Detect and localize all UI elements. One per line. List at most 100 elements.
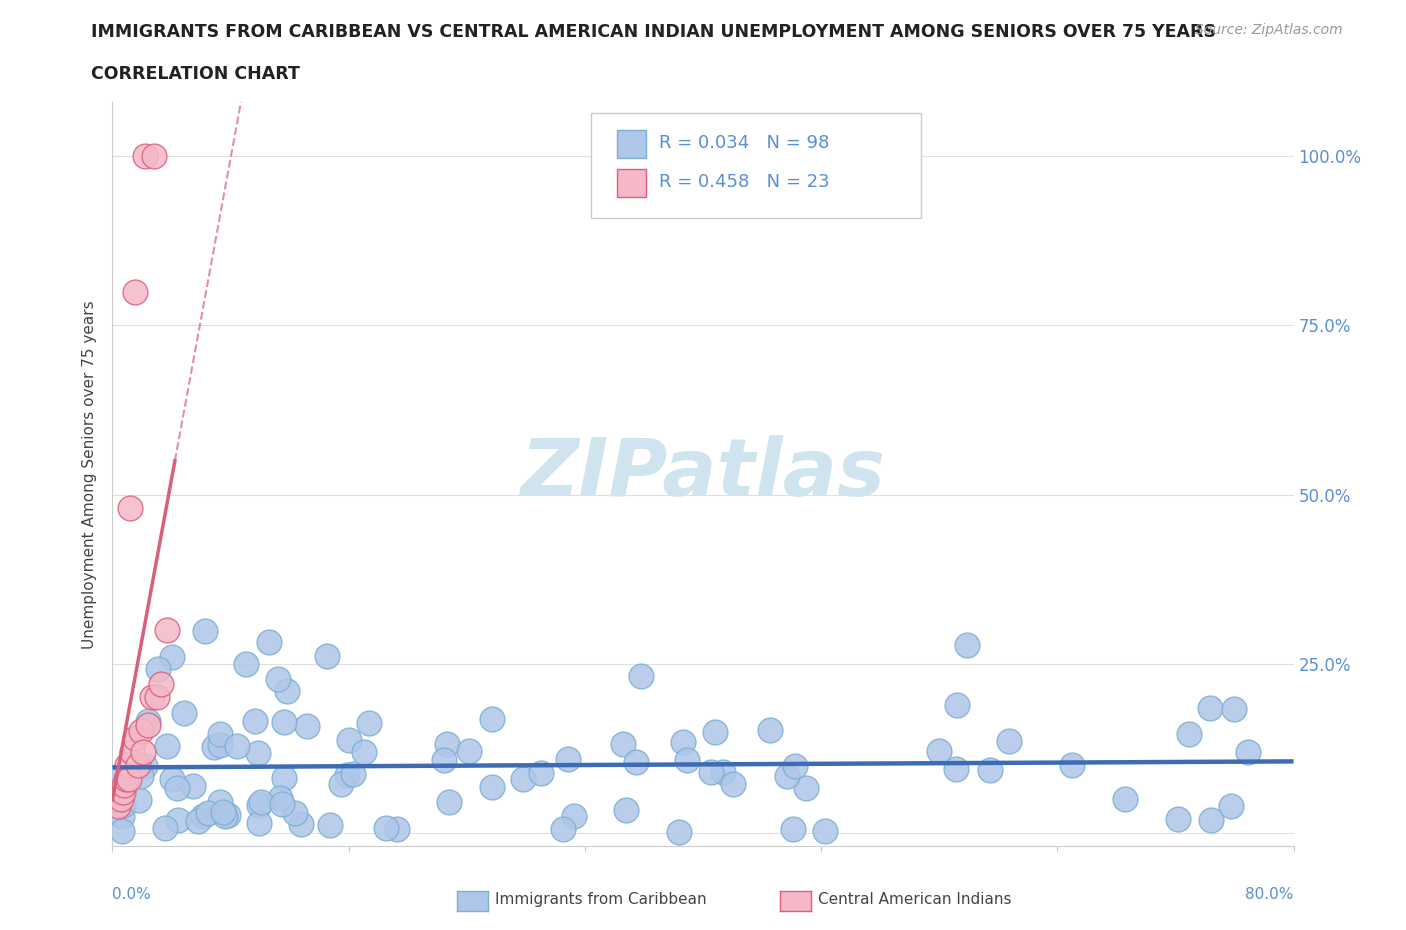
Point xyxy=(132,744,155,759)
Point xyxy=(1060,758,1083,773)
Text: Source: ZipAtlas.com: Source: ZipAtlas.com xyxy=(1195,23,1343,37)
Point xyxy=(127,758,149,773)
Point xyxy=(214,808,236,823)
Point xyxy=(612,737,634,751)
Point xyxy=(1199,813,1222,828)
Point xyxy=(142,149,165,164)
Point xyxy=(758,723,780,737)
Point xyxy=(162,649,184,664)
Point xyxy=(956,637,979,652)
Text: 0.0%: 0.0% xyxy=(112,887,152,902)
Point xyxy=(668,824,690,839)
Point xyxy=(385,822,408,837)
Point xyxy=(249,794,271,809)
Point xyxy=(202,739,225,754)
Point xyxy=(458,743,481,758)
Point xyxy=(111,798,134,813)
Text: CORRELATION CHART: CORRELATION CHART xyxy=(91,65,301,83)
Point xyxy=(672,735,695,750)
Point xyxy=(1236,744,1258,759)
Point xyxy=(249,816,271,830)
Point xyxy=(111,824,134,839)
Point xyxy=(530,765,553,780)
Bar xyxy=(617,130,647,158)
Point xyxy=(121,744,143,759)
Point xyxy=(776,768,799,783)
Point xyxy=(134,759,156,774)
Text: Immigrants from Caribbean: Immigrants from Caribbean xyxy=(495,892,707,907)
Point xyxy=(928,743,950,758)
Point xyxy=(481,779,503,794)
Point xyxy=(1220,798,1243,813)
Point xyxy=(551,821,574,836)
FancyBboxPatch shape xyxy=(591,113,921,218)
Point xyxy=(124,731,146,746)
Point xyxy=(783,758,806,773)
Point xyxy=(353,745,375,760)
Point xyxy=(284,805,307,820)
Point xyxy=(998,733,1021,748)
Point xyxy=(946,698,969,712)
Point xyxy=(129,768,152,783)
Point xyxy=(117,758,138,773)
Point xyxy=(557,752,579,767)
Point xyxy=(437,795,460,810)
Bar xyxy=(617,168,647,197)
Text: 80.0%: 80.0% xyxy=(1246,887,1294,902)
Point xyxy=(153,820,176,835)
Point xyxy=(146,690,169,705)
Point xyxy=(114,771,136,786)
Point xyxy=(156,622,179,637)
Point xyxy=(711,764,734,779)
Point xyxy=(796,780,818,795)
Point xyxy=(209,727,232,742)
Text: ZIPatlas: ZIPatlas xyxy=(520,435,886,513)
Text: IMMIGRANTS FROM CARIBBEAN VS CENTRAL AMERICAN INDIAN UNEMPLOYMENT AMONG SENIORS : IMMIGRANTS FROM CARIBBEAN VS CENTRAL AME… xyxy=(91,23,1216,41)
Point xyxy=(290,817,312,831)
Point xyxy=(129,724,152,738)
Point xyxy=(110,791,132,806)
Point xyxy=(614,803,637,817)
Point xyxy=(173,706,195,721)
Point xyxy=(112,778,135,793)
Point xyxy=(676,752,699,767)
Point xyxy=(208,794,231,809)
Point xyxy=(128,792,150,807)
Point xyxy=(267,671,290,686)
Point xyxy=(269,790,291,805)
Point xyxy=(1114,791,1136,806)
Point xyxy=(433,752,456,767)
Point xyxy=(624,754,647,769)
Point xyxy=(336,767,359,782)
Point xyxy=(162,772,184,787)
Point xyxy=(181,778,204,793)
Point xyxy=(342,767,364,782)
Point xyxy=(703,724,725,739)
Point xyxy=(721,777,744,792)
Point xyxy=(167,812,190,827)
Point xyxy=(235,657,257,671)
Point xyxy=(208,737,231,752)
Point xyxy=(562,808,585,823)
Point xyxy=(257,634,280,649)
Point xyxy=(1178,726,1201,741)
Point xyxy=(107,798,129,813)
Point xyxy=(318,817,340,832)
Point xyxy=(782,822,804,837)
Point xyxy=(979,763,1001,777)
Point xyxy=(243,713,266,728)
Point xyxy=(134,149,156,164)
Point xyxy=(148,661,170,676)
Point xyxy=(191,808,214,823)
Point xyxy=(273,714,295,729)
Point xyxy=(945,762,967,777)
Point xyxy=(1167,812,1189,827)
Point xyxy=(247,798,270,813)
Point xyxy=(197,805,219,820)
Point xyxy=(481,711,503,726)
Point xyxy=(337,732,360,747)
Point xyxy=(315,648,337,663)
Point xyxy=(225,738,247,753)
Point xyxy=(194,624,217,639)
Point xyxy=(136,713,159,728)
